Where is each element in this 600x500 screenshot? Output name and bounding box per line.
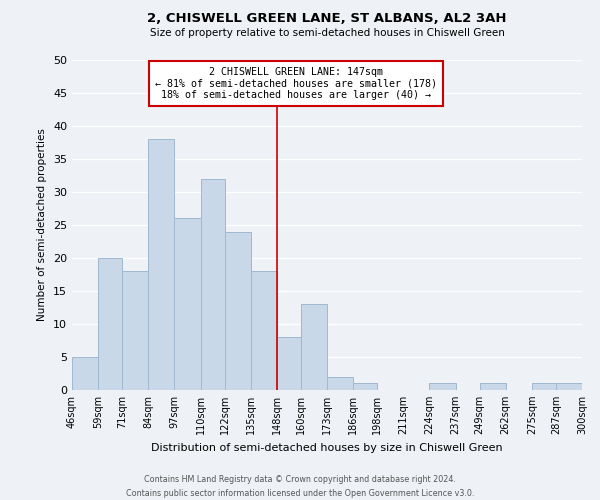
Bar	[224, 232, 251, 390]
Text: 2 CHISWELL GREEN LANE: 147sqm
← 81% of semi-detached houses are smaller (178)
18: 2 CHISWELL GREEN LANE: 147sqm ← 81% of s…	[155, 66, 437, 100]
Bar	[122, 271, 148, 390]
Text: 2, CHISWELL GREEN LANE, ST ALBANS, AL2 3AH: 2, CHISWELL GREEN LANE, ST ALBANS, AL2 3…	[147, 12, 507, 26]
Bar	[430, 384, 455, 390]
Bar	[175, 218, 200, 390]
Text: Size of property relative to semi-detached houses in Chiswell Green: Size of property relative to semi-detach…	[149, 28, 505, 38]
Bar	[532, 384, 556, 390]
Bar	[72, 357, 98, 390]
Bar	[301, 304, 327, 390]
Bar	[353, 384, 377, 390]
X-axis label: Distribution of semi-detached houses by size in Chiswell Green: Distribution of semi-detached houses by …	[151, 442, 503, 452]
Bar	[479, 384, 506, 390]
Bar	[556, 384, 582, 390]
Text: Contains HM Land Registry data © Crown copyright and database right 2024.
Contai: Contains HM Land Registry data © Crown c…	[126, 476, 474, 498]
Bar	[251, 271, 277, 390]
Bar	[98, 258, 122, 390]
Y-axis label: Number of semi-detached properties: Number of semi-detached properties	[37, 128, 47, 322]
Bar	[148, 139, 175, 390]
Bar	[327, 377, 353, 390]
Bar	[200, 179, 224, 390]
Bar	[277, 337, 301, 390]
